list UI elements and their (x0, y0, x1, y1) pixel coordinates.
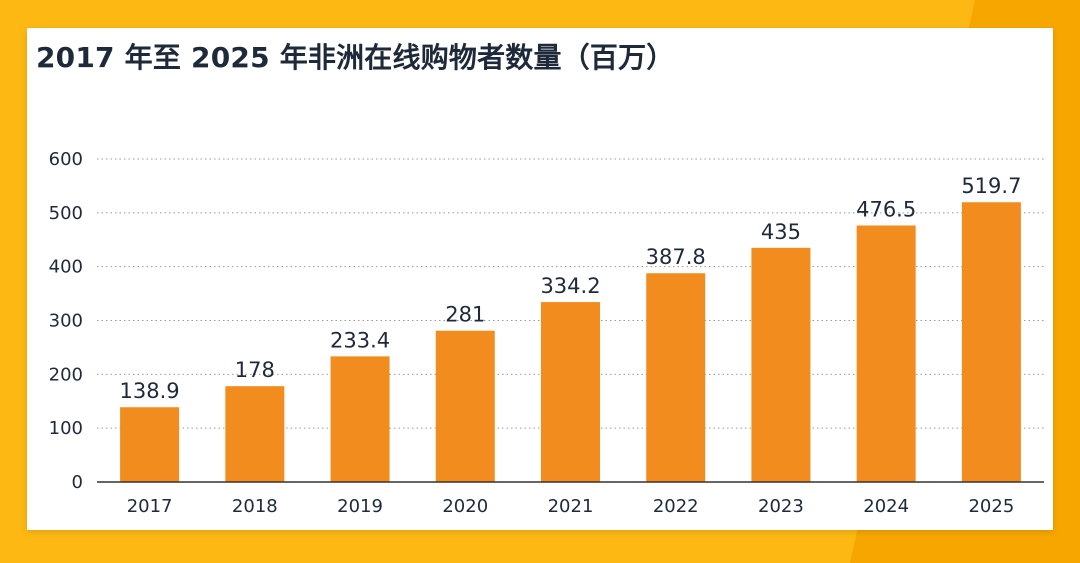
data-label-2025: 519.7 (961, 174, 1021, 198)
x-tick-label-2024: 2024 (863, 496, 909, 517)
data-label-2020: 281 (445, 303, 485, 327)
bar-2023 (751, 247, 811, 482)
y-tick-label-500: 500 (49, 203, 83, 224)
y-tick-label-100: 100 (49, 418, 83, 439)
data-label-2019: 233.4 (330, 328, 390, 352)
bar-2019 (330, 356, 390, 482)
x-tick-label-2023: 2023 (758, 496, 804, 517)
x-tick-label-2018: 2018 (232, 496, 278, 517)
x-tick-label-2025: 2025 (968, 496, 1014, 517)
x-tick-label-2021: 2021 (548, 496, 594, 517)
bar-2021 (541, 302, 600, 482)
bar-2024 (856, 225, 916, 482)
x-tick-label-2017: 2017 (127, 496, 173, 517)
bar-2022 (646, 273, 706, 482)
bar-2018 (225, 386, 285, 482)
chart-card: 2017 年至 2025 年非洲在线购物者数量（百万） 0 100 200 300 40… (27, 28, 1053, 530)
bar-chart: 0 100 200 300 400 500 600 138.9 2017 178 2018 233.4… (49, 149, 1044, 517)
data-label-2023: 435 (761, 220, 801, 244)
data-label-2017: 138.9 (120, 379, 180, 403)
data-label-2018: 178 (235, 358, 275, 382)
y-tick-label-600: 600 (49, 149, 83, 170)
bar-2017 (120, 407, 180, 482)
data-label-2022: 387.8 (646, 245, 706, 269)
x-tick-label-2019: 2019 (337, 496, 383, 517)
y-tick-label-400: 400 (49, 257, 83, 278)
y-tick-label-0: 0 (72, 472, 83, 493)
y-tick-label-200: 200 (49, 364, 83, 385)
data-label-2024: 476.5 (856, 197, 916, 221)
y-tick-label-300: 300 (49, 311, 83, 332)
chart-title: 2017 年至 2025 年非洲在线购物者数量（百万） (36, 41, 675, 74)
data-label-2021: 334.2 (540, 274, 600, 298)
x-tick-label-2020: 2020 (442, 496, 488, 517)
bar-2020 (435, 330, 495, 482)
bar-2025 (961, 202, 1021, 483)
x-tick-label-2022: 2022 (653, 496, 699, 517)
